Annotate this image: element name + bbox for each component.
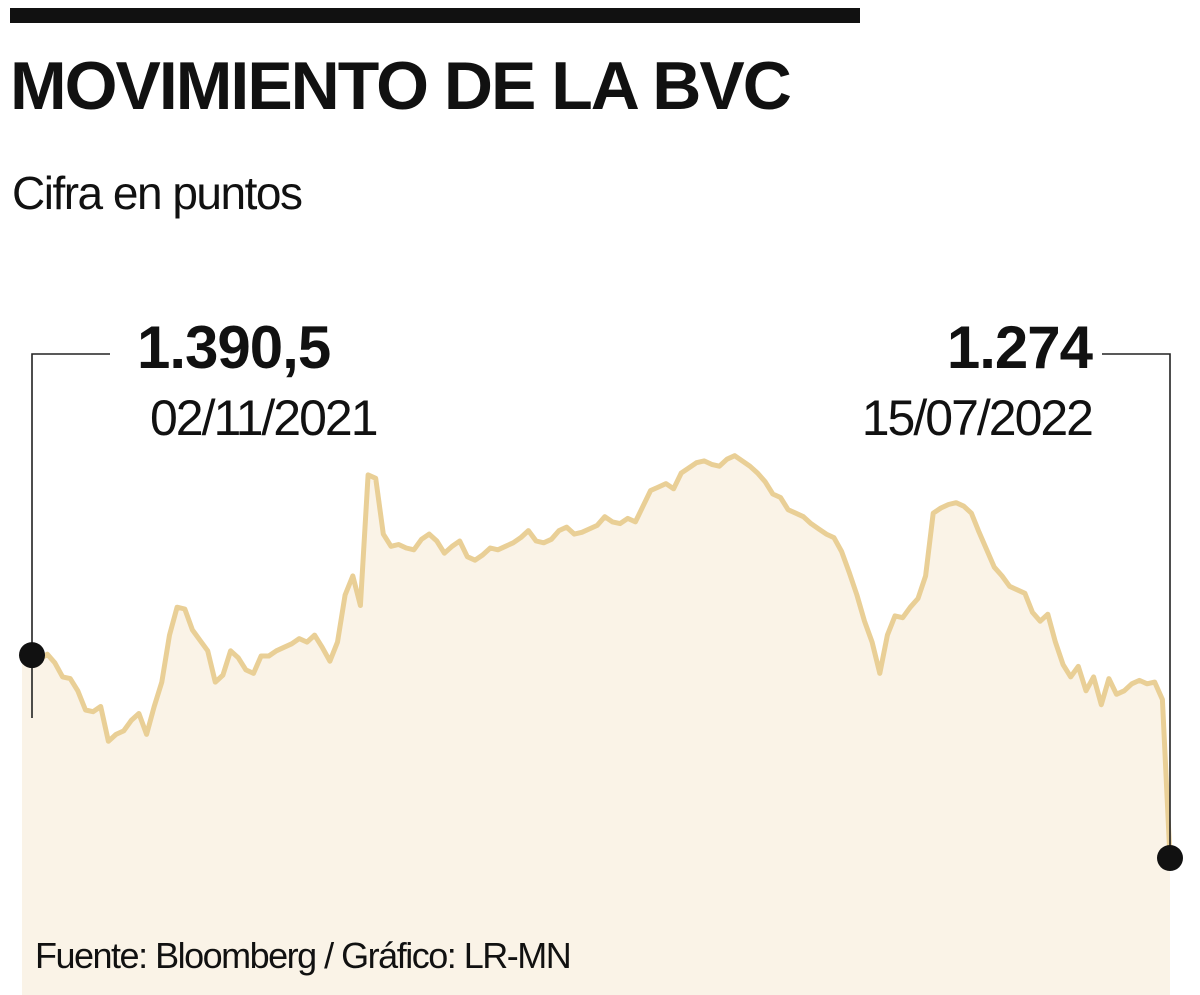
area-fill xyxy=(22,455,1170,995)
start-value-label: 1.390,5 xyxy=(137,314,331,381)
end-point-marker xyxy=(1157,845,1183,871)
start-leader-line xyxy=(31,353,110,718)
end-leader-line xyxy=(1102,353,1171,858)
series-line xyxy=(29,453,1173,861)
chart-subtitle: Cifra en puntos xyxy=(12,167,303,219)
source-credit: Fuente: Bloomberg / Gráfico: LR-MN xyxy=(35,935,572,976)
top-rule xyxy=(10,8,860,23)
start-point-marker xyxy=(19,642,45,669)
end-value-label: 1.274 xyxy=(946,314,1093,381)
start-date-label: 02/11/2021 xyxy=(150,390,379,446)
chart-title: MOVIMIENTO DE LA BVC xyxy=(10,48,792,124)
end-date-label: 15/07/2022 xyxy=(861,390,1094,446)
